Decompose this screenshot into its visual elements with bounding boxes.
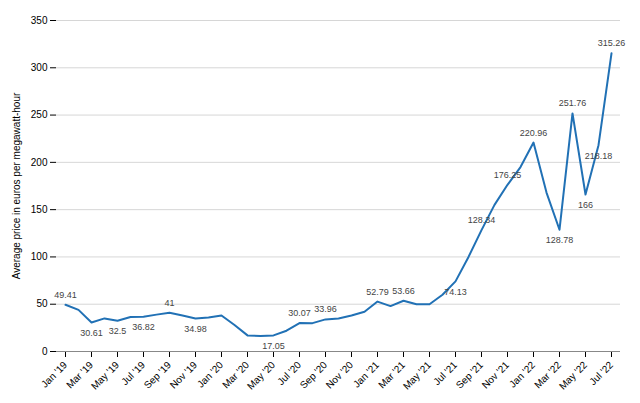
svg-text:Mar '21: Mar '21 [376,359,408,391]
svg-text:34.98: 34.98 [184,324,207,334]
svg-text:350: 350 [31,15,48,26]
svg-text:128.34: 128.34 [468,215,496,225]
svg-text:53.66: 53.66 [392,286,415,296]
svg-text:32.5: 32.5 [109,326,127,336]
svg-text:May '21: May '21 [401,359,434,392]
svg-text:Jan '20: Jan '20 [195,359,226,390]
svg-text:Jan '21: Jan '21 [351,359,382,390]
svg-text:49.41: 49.41 [54,290,77,300]
svg-text:36.82: 36.82 [132,322,155,332]
svg-text:50: 50 [36,298,48,309]
svg-text:220.96: 220.96 [520,128,548,138]
svg-text:May '19: May '19 [89,359,122,392]
svg-text:52.79: 52.79 [366,287,389,297]
svg-text:Nov '21: Nov '21 [480,359,512,391]
svg-text:Jul '22: Jul '22 [587,359,615,387]
svg-text:30.07: 30.07 [288,308,311,318]
svg-text:May '20: May '20 [245,359,278,392]
svg-text:May '22: May '22 [557,359,590,392]
svg-text:Jul '20: Jul '20 [275,359,304,388]
svg-text:Jul '21: Jul '21 [431,359,460,388]
svg-text:Jul '19: Jul '19 [119,359,148,388]
svg-text:Sep '21: Sep '21 [454,359,486,391]
svg-text:218.18: 218.18 [585,151,613,161]
svg-text:Mar '20: Mar '20 [220,359,252,391]
svg-text:0: 0 [42,346,48,357]
svg-text:74.13: 74.13 [444,287,467,297]
svg-text:Sep '20: Sep '20 [298,359,330,391]
svg-text:150: 150 [31,204,48,215]
svg-text:Mar '22: Mar '22 [532,359,564,391]
svg-text:33.96: 33.96 [314,304,337,314]
svg-text:128.78: 128.78 [546,235,574,245]
svg-text:315.26: 315.26 [598,38,626,48]
svg-text:200: 200 [31,157,48,168]
svg-text:250: 250 [31,109,48,120]
svg-text:300: 300 [31,62,48,73]
svg-text:41: 41 [164,298,174,308]
svg-text:251.76: 251.76 [559,98,587,108]
svg-text:176.25: 176.25 [494,170,522,180]
svg-text:Sep '19: Sep '19 [142,359,174,391]
svg-text:100: 100 [31,251,48,262]
svg-text:Mar '19: Mar '19 [64,359,96,391]
svg-text:17.05: 17.05 [262,341,285,351]
svg-text:166: 166 [578,200,593,210]
svg-text:Nov '19: Nov '19 [168,359,200,391]
svg-text:30.61: 30.61 [80,328,103,338]
svg-text:Jan '19: Jan '19 [39,359,70,390]
svg-text:Jan '22: Jan '22 [507,359,538,390]
svg-text:Average price in euros per meg: Average price in euros per megawatt-hour [11,92,22,279]
svg-text:Nov '20: Nov '20 [324,359,356,391]
